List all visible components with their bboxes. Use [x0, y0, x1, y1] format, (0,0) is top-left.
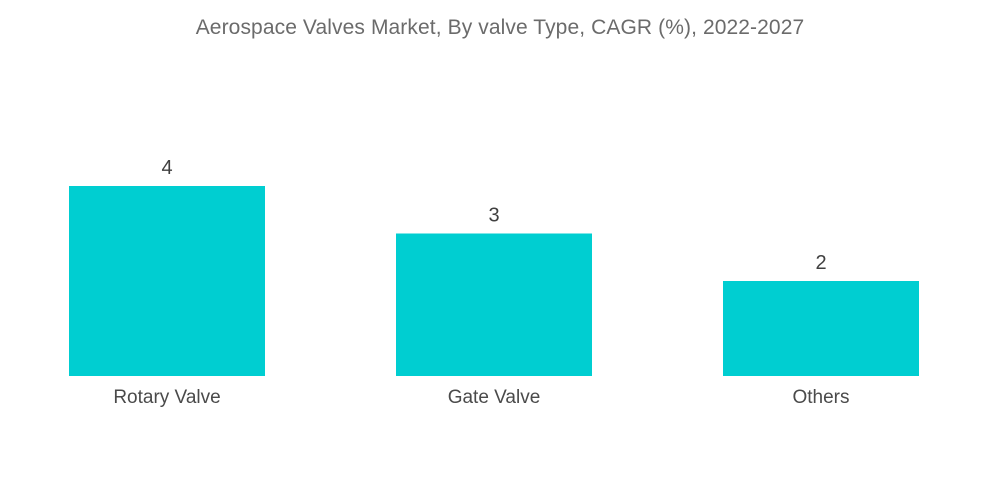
bars-layer [69, 186, 919, 376]
x-tick-label: Others [792, 387, 849, 408]
data-label: 4 [161, 157, 172, 179]
x-tick-label: Rotary Valve [113, 387, 220, 408]
x-tick-label: Gate Valve [448, 387, 541, 408]
data-label: 3 [488, 205, 499, 227]
bar-gate-valve [396, 233, 592, 376]
data-label: 2 [815, 252, 826, 274]
bar-rotary-valve [69, 186, 265, 376]
bar-others [723, 281, 919, 376]
chart-title: Aerospace Valves Market, By valve Type, … [195, 16, 805, 39]
labels-layer: 4 Rotary Valve 3 Gate Valve 2 Others [113, 157, 849, 408]
